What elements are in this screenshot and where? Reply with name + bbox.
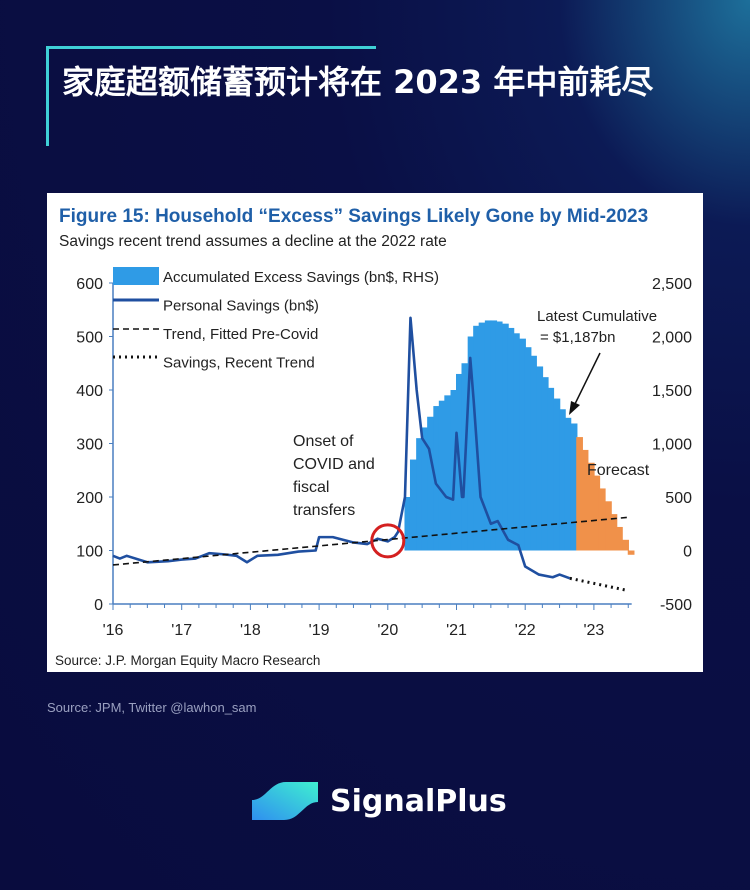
dashed-trend-line: [112, 516, 629, 566]
legend-label: Savings, Recent Trend: [163, 355, 315, 372]
dotted-trend-line: [569, 576, 629, 593]
chart-source: Source: J.P. Morgan Equity Macro Researc…: [55, 653, 320, 668]
chart-subtitle: Savings recent trend assumes a decline a…: [59, 233, 447, 250]
y-right-tick-label: 2,000: [652, 330, 692, 347]
excess-savings-bar: [495, 321, 503, 551]
x-tick-label: '22: [515, 622, 536, 639]
x-tick-label: '17: [171, 622, 192, 639]
excess-savings-bar: [433, 406, 441, 551]
y-left-tick-label: 600: [76, 276, 103, 293]
y-left-tick-label: 300: [76, 437, 103, 454]
personal-savings-line: [112, 316, 571, 580]
forecast-bar: [576, 437, 583, 551]
forecast-label: Forecast: [587, 462, 650, 479]
excess-savings-bar: [444, 395, 452, 551]
forecast-bar: [581, 449, 589, 551]
forecast-bar: [605, 501, 612, 551]
onset-annotation: transfers: [293, 502, 355, 519]
headline: 家庭超额储蓄预计将在 2023 年中前耗尽: [62, 63, 654, 101]
excess-savings-bar: [570, 423, 578, 551]
x-tick-label: '19: [309, 622, 330, 639]
legend-label: Trend, Fitted Pre-Covid: [163, 326, 318, 343]
y-left-tick-label: 500: [76, 330, 103, 347]
latest-cumulative-value: = $1,187bn: [540, 329, 616, 346]
excess-savings-bar: [478, 322, 486, 551]
excess-savings-bar: [530, 355, 537, 551]
y-right-tick-label: 500: [665, 490, 692, 507]
excess-savings-bar: [519, 338, 526, 551]
y-left-tick-label: 200: [76, 490, 103, 507]
excess-savings-bar: [513, 333, 520, 551]
excess-savings-bar: [502, 323, 509, 551]
source-note: Source: JPM, Twitter @lawhon_sam: [47, 700, 257, 715]
latest-cumulative-label: Latest Cumulative: [537, 308, 657, 325]
arrow-line: [573, 352, 601, 407]
excess-savings-bar: [536, 366, 544, 551]
x-tick-label: '23: [583, 622, 604, 639]
chart: Figure 15: Household “Excess” Savings Li…: [55, 206, 692, 668]
forecast-bar: [587, 462, 595, 551]
excess-savings-bar: [409, 459, 417, 551]
y-left-tick-label: 0: [94, 597, 103, 614]
excess-savings-bar: [421, 427, 429, 551]
excess-savings-bar: [564, 417, 572, 551]
excess-savings-bar: [553, 398, 561, 551]
excess-savings-bar: [416, 438, 423, 551]
x-tick-label: '21: [446, 622, 467, 639]
excess-savings-bar: [490, 320, 498, 551]
chart-panel: Figure 15: Household “Excess” Savings Li…: [47, 193, 703, 672]
x-tick-label: '18: [240, 622, 261, 639]
excess-savings-bar: [559, 409, 566, 551]
forecast-bar: [616, 526, 623, 551]
onset-annotation: Onset of: [293, 433, 354, 450]
arrow-head-icon: [569, 401, 580, 415]
excess-savings-bar: [547, 387, 555, 551]
excess-savings-bar: [427, 416, 434, 551]
excess-savings-bar: [507, 327, 515, 551]
excess-savings-bar: [484, 320, 492, 551]
y-right-tick-label: -500: [660, 597, 692, 614]
x-tick-label: '20: [377, 622, 398, 639]
forecast-bar: [627, 550, 635, 555]
brand-logo: SignalPlus: [252, 778, 507, 824]
excess-savings-bar: [404, 497, 412, 551]
signalplus-logo-icon: [252, 782, 318, 820]
excess-savings-bar: [438, 400, 446, 551]
excess-savings-bar: [541, 377, 549, 551]
brand-name: SignalPlus: [330, 783, 507, 819]
forecast-bar: [622, 539, 629, 551]
y-right-tick-label: 0: [683, 544, 692, 561]
accent-bracket-top: [46, 46, 376, 49]
accent-bracket-left: [46, 46, 49, 146]
covid-onset-circle: [370, 523, 406, 559]
excess-savings-bar: [467, 336, 475, 551]
onset-annotation: fiscal: [293, 479, 329, 496]
forecast-bar: [610, 514, 618, 551]
y-right-tick-label: 1,500: [652, 383, 692, 400]
y-left-tick-label: 100: [76, 544, 103, 561]
chart-title: Figure 15: Household “Excess” Savings Li…: [59, 206, 648, 227]
excess-savings-bar: [524, 347, 532, 551]
y-left-tick-label: 400: [76, 383, 103, 400]
legend-label: Accumulated Excess Savings (bn$, RHS): [163, 269, 439, 286]
y-right-tick-label: 2,500: [652, 276, 692, 293]
onset-annotation: COVID and: [293, 456, 375, 473]
forecast-bar: [593, 475, 601, 551]
y-right-tick-label: 1,000: [652, 437, 692, 454]
x-tick-label: '16: [103, 622, 124, 639]
legend-label: Personal Savings (bn$): [163, 298, 319, 315]
legend-swatch-excess: [113, 267, 159, 285]
